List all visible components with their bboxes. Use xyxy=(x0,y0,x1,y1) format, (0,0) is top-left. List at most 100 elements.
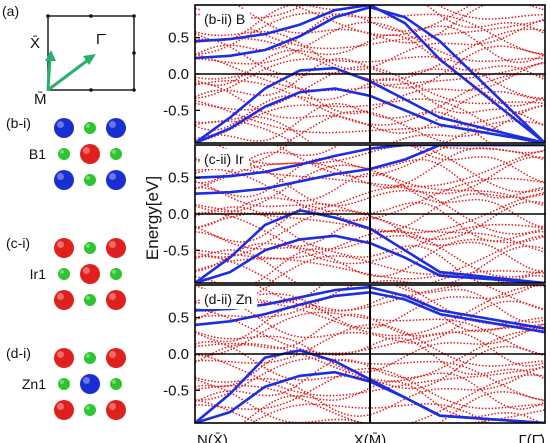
corner-atom-highlight xyxy=(57,241,64,248)
red-band xyxy=(195,156,545,207)
structure-center-label: Zn1 xyxy=(22,376,46,392)
corner-atom-highlight xyxy=(57,403,64,410)
corner-atom xyxy=(106,238,126,258)
panel-a-label: (a) xyxy=(2,3,19,19)
edge-atom-highlight xyxy=(111,269,116,274)
red-band xyxy=(195,157,545,199)
edge-atom-highlight xyxy=(59,149,64,154)
red-band xyxy=(195,82,545,134)
edge-atom-highlight xyxy=(111,379,116,384)
corner-atom-highlight xyxy=(109,173,116,180)
center-atom xyxy=(80,374,100,394)
corner-atom xyxy=(106,118,126,138)
blue-band xyxy=(195,5,545,143)
red-band xyxy=(235,5,545,44)
blue-band xyxy=(195,370,545,423)
corner-atom xyxy=(106,170,126,190)
y-tick-label: 0.5 xyxy=(168,30,189,47)
panel-a: (a) X̄ Γ̄ M̄ xyxy=(2,3,136,108)
red-band xyxy=(195,245,545,283)
red-band xyxy=(195,180,545,233)
corner-atom-highlight xyxy=(57,293,64,300)
blue-band xyxy=(195,291,545,334)
arrow-head-gamma xyxy=(83,54,96,65)
label-gamma-bar: Γ̄ xyxy=(96,31,106,48)
edge-atom-highlight xyxy=(85,243,90,248)
corner-atom xyxy=(54,118,74,138)
red-band xyxy=(195,53,545,92)
y-axis-label: Energy[eV] xyxy=(143,176,162,260)
panel-tag: (b-ii) B xyxy=(204,11,245,27)
red-band xyxy=(195,201,545,243)
edge-atom xyxy=(84,174,96,186)
edge-atom xyxy=(84,122,96,134)
corner-atom-highlight xyxy=(57,121,64,128)
edge-atom-highlight xyxy=(59,269,64,274)
red-band xyxy=(195,5,545,42)
y-tick-label: 0.5 xyxy=(168,170,189,187)
edge-atom-highlight xyxy=(85,175,90,180)
y-tick-label: -0.5 xyxy=(163,382,189,399)
corner-atom xyxy=(54,400,74,420)
edge-atom-highlight xyxy=(59,379,64,384)
edge-atom-highlight xyxy=(85,123,90,128)
y-tick-label: 0.0 xyxy=(168,346,189,363)
y-tick-label: 0.5 xyxy=(168,310,189,327)
red-band xyxy=(195,164,545,213)
arrow-to-gamma xyxy=(47,58,89,92)
corner-atom-highlight xyxy=(109,121,116,128)
center-atom-highlight xyxy=(83,267,90,274)
blue-band xyxy=(195,87,545,143)
corner-atom-highlight xyxy=(57,173,64,180)
edge-atom-highlight xyxy=(111,149,116,154)
band-panel-2: 0.5 0.0 -0.5 (c-ii) Ir xyxy=(163,144,546,284)
red-band xyxy=(195,209,545,258)
center-atom xyxy=(80,144,100,164)
red-band xyxy=(195,357,545,401)
panel-tag-background xyxy=(201,289,258,309)
red-band xyxy=(195,234,545,280)
red-band xyxy=(195,323,545,374)
structure-1: (b-i) B1 xyxy=(6,115,126,190)
edge-atom xyxy=(110,378,122,390)
blue-band xyxy=(195,209,545,283)
structure-panel-label: (d-i) xyxy=(6,345,31,361)
y-tick-label: -0.5 xyxy=(163,102,189,119)
red-band xyxy=(195,285,545,312)
edge-atom-highlight xyxy=(85,405,90,410)
structure-center-label: B1 xyxy=(29,146,46,162)
arrow-head-x xyxy=(45,50,56,61)
y-tick-label: 0.0 xyxy=(168,206,189,223)
panel-tag: (d-ii) Zn xyxy=(204,291,252,307)
center-atom-highlight xyxy=(83,377,90,384)
label-m-bar: M̄ xyxy=(34,91,47,108)
bz-grid-dots xyxy=(46,14,136,92)
edge-atom xyxy=(84,294,96,306)
band-panel-3: 0.5 0.0 -0.5 (d-ii) Zn N(X̄) X(M̄) Γ(Γ̄) xyxy=(163,284,546,443)
red-band xyxy=(195,145,545,168)
corner-atom-highlight xyxy=(57,351,64,358)
edge-atom xyxy=(84,242,96,254)
arrow-to-x xyxy=(46,57,52,91)
structure-center-label: Ir1 xyxy=(30,266,47,282)
center-atom xyxy=(80,264,100,284)
corner-atom xyxy=(106,348,126,368)
edge-atom xyxy=(110,148,122,160)
edge-atom-highlight xyxy=(85,353,90,358)
y-tick-label: -0.5 xyxy=(163,242,189,259)
corner-atom-highlight xyxy=(109,241,116,248)
panel-tag-background xyxy=(201,149,249,169)
red-band xyxy=(195,200,545,250)
corner-atom xyxy=(106,290,126,310)
band-panel-1: 0.5 0.0 -0.5 (b-ii) B xyxy=(163,4,546,144)
edge-atom xyxy=(84,404,96,416)
edge-atom xyxy=(110,268,122,280)
red-band xyxy=(195,384,545,423)
blue-band xyxy=(195,145,545,195)
red-band xyxy=(195,374,545,423)
structures: (b-i) B1 (c-i)Ir1 (d-i) Zn1 xyxy=(6,115,126,420)
structure-panel-label: (b-i) xyxy=(6,115,31,131)
x-tick-label: N(X̄) xyxy=(197,432,228,443)
label-x-bar: X̄ xyxy=(30,35,40,52)
